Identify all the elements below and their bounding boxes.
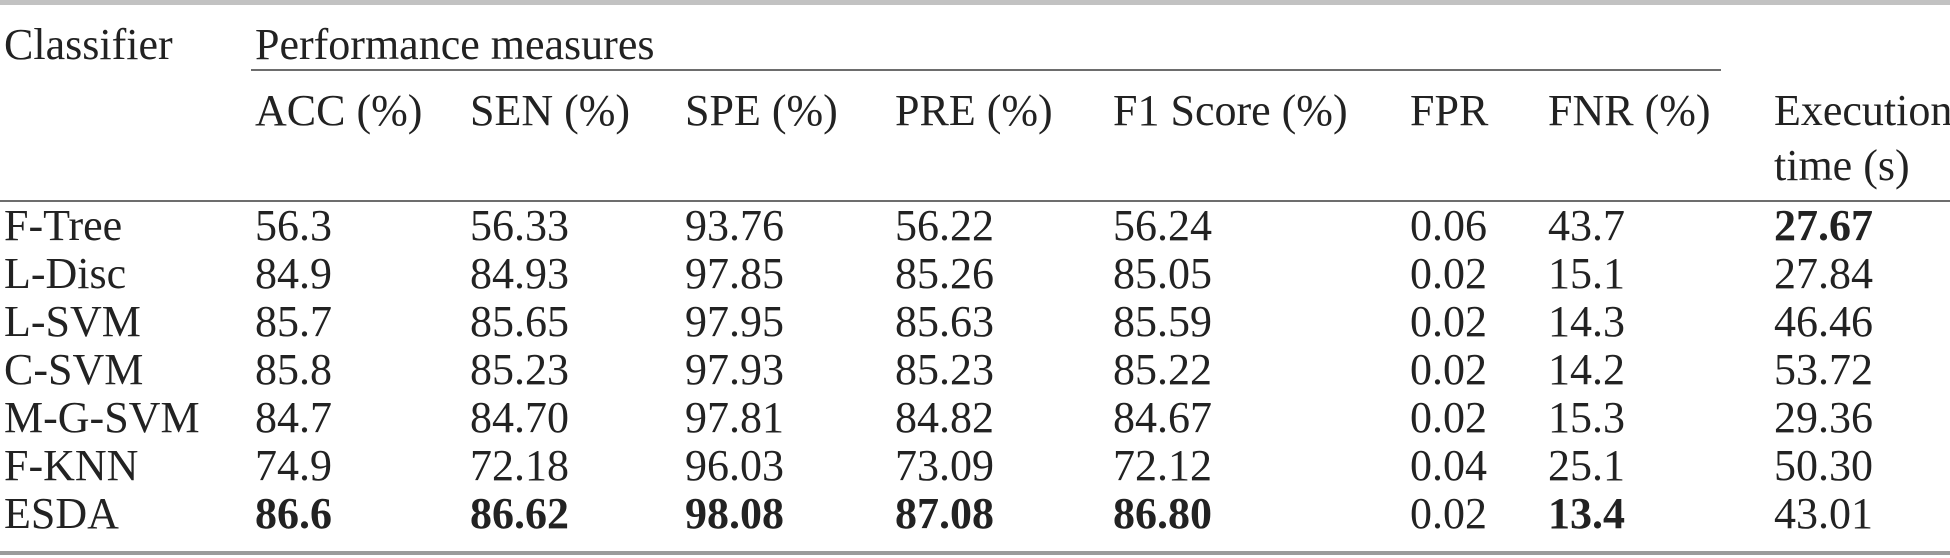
column-header-sen: SEN (%) bbox=[470, 86, 631, 135]
cell-m-g-svm-pre: 84.82 bbox=[895, 393, 994, 442]
row-label-c-svm: C-SVM bbox=[4, 345, 144, 394]
cell-c-svm-f1-score: 85.22 bbox=[1113, 345, 1212, 394]
group-header-row: Classifier Performance measures bbox=[0, 5, 1950, 69]
table-row-f-knn: F-KNN 74.9 72.18 96.03 73.09 72.12 0.04 25.1 50.… bbox=[0, 442, 1950, 490]
cell-l-svm-spe: 97.95 bbox=[685, 297, 784, 346]
cell-c-svm-spe: 97.93 bbox=[685, 345, 784, 394]
cell-l-svm-fnr: 14.3 bbox=[1548, 297, 1625, 346]
classifier-column-header: Classifier bbox=[4, 20, 173, 69]
cell-l-svm-execution-time-s: 46.46 bbox=[1774, 297, 1873, 346]
cell-esda-fnr: 13.4 bbox=[1548, 489, 1625, 538]
group-header-rule bbox=[251, 69, 1721, 71]
cell-c-svm-pre: 85.23 bbox=[895, 345, 994, 394]
cell-esda-pre: 87.08 bbox=[895, 489, 994, 538]
column-header-spacer bbox=[0, 83, 251, 200]
cell-l-svm-acc: 85.7 bbox=[255, 297, 332, 346]
bottom-rule bbox=[0, 551, 1950, 555]
cell-l-disc-execution-time-s: 27.84 bbox=[1774, 249, 1873, 298]
cell-f-tree-pre: 56.22 bbox=[895, 201, 994, 250]
cell-esda-f1-score: 86.80 bbox=[1113, 489, 1212, 538]
cell-m-g-svm-fpr: 0.02 bbox=[1410, 393, 1487, 442]
table-row-c-svm: C-SVM 85.8 85.23 97.93 85.23 85.22 0.02 14.2 53.… bbox=[0, 346, 1950, 394]
cell-f-tree-acc: 56.3 bbox=[255, 201, 332, 250]
column-header-f1-score: F1 Score (%) bbox=[1113, 86, 1348, 135]
row-label-esda: ESDA bbox=[4, 489, 119, 538]
cell-f-knn-execution-time-s: 50.30 bbox=[1774, 441, 1873, 490]
performance-measures-group-header: Performance measures bbox=[255, 20, 655, 69]
column-header-row: ACC (%) SEN (%) SPE (%) PRE (%) F1 Score (%)… bbox=[0, 71, 1950, 200]
table-body: F-Tree 56.3 56.33 93.76 56.22 56.24 0.06 43.7 27… bbox=[0, 202, 1950, 538]
cell-m-g-svm-sen: 84.70 bbox=[470, 393, 569, 442]
cell-f-tree-execution-time-s: 27.67 bbox=[1774, 201, 1873, 250]
table-row-m-g-svm: M-G-SVM 84.7 84.70 97.81 84.82 84.67 0.02 15.3 2… bbox=[0, 394, 1950, 442]
cell-m-g-svm-spe: 97.81 bbox=[685, 393, 784, 442]
cell-l-svm-pre: 85.63 bbox=[895, 297, 994, 346]
cell-f-tree-fpr: 0.06 bbox=[1410, 201, 1487, 250]
cell-l-disc-acc: 84.9 bbox=[255, 249, 332, 298]
cell-c-svm-execution-time-s: 53.72 bbox=[1774, 345, 1873, 394]
column-header-pre: PRE (%) bbox=[895, 86, 1053, 135]
header-divider-rule bbox=[0, 200, 1950, 202]
cell-l-disc-f1-score: 85.05 bbox=[1113, 249, 1212, 298]
table-row-l-disc: L-Disc 84.9 84.93 97.85 85.26 85.05 0.02 15.1 27… bbox=[0, 250, 1950, 298]
cell-f-knn-sen: 72.18 bbox=[470, 441, 569, 490]
column-header-execution-time-s: Execution time (s) bbox=[1774, 86, 1950, 190]
column-header-acc: ACC (%) bbox=[255, 86, 423, 135]
cell-m-g-svm-fnr: 15.3 bbox=[1548, 393, 1625, 442]
row-label-l-disc: L-Disc bbox=[4, 249, 127, 298]
cell-l-svm-f1-score: 85.59 bbox=[1113, 297, 1212, 346]
row-label-m-g-svm: M-G-SVM bbox=[4, 393, 200, 442]
cell-c-svm-acc: 85.8 bbox=[255, 345, 332, 394]
column-header-fnr: FNR (%) bbox=[1548, 86, 1711, 135]
cell-f-tree-sen: 56.33 bbox=[470, 201, 569, 250]
cell-l-svm-fpr: 0.02 bbox=[1410, 297, 1487, 346]
row-label-f-tree: F-Tree bbox=[4, 201, 123, 250]
column-header-spe: SPE (%) bbox=[685, 86, 838, 135]
row-label-f-knn: F-KNN bbox=[4, 441, 139, 490]
cell-f-knn-spe: 96.03 bbox=[685, 441, 784, 490]
cell-esda-sen: 86.62 bbox=[470, 489, 569, 538]
cell-c-svm-fpr: 0.02 bbox=[1410, 345, 1487, 394]
cell-f-tree-spe: 93.76 bbox=[685, 201, 784, 250]
cell-f-tree-fnr: 43.7 bbox=[1548, 201, 1625, 250]
cell-f-knn-acc: 74.9 bbox=[255, 441, 332, 490]
cell-l-disc-fpr: 0.02 bbox=[1410, 249, 1487, 298]
cell-m-g-svm-acc: 84.7 bbox=[255, 393, 332, 442]
cell-f-tree-f1-score: 56.24 bbox=[1113, 201, 1212, 250]
cell-l-disc-sen: 84.93 bbox=[470, 249, 569, 298]
cell-esda-fpr: 0.02 bbox=[1410, 489, 1487, 538]
cell-esda-acc: 86.6 bbox=[255, 489, 332, 538]
cell-c-svm-fnr: 14.2 bbox=[1548, 345, 1625, 394]
row-label-l-svm: L-SVM bbox=[4, 297, 141, 346]
table-row-f-tree: F-Tree 56.3 56.33 93.76 56.22 56.24 0.06 43.7 27… bbox=[0, 202, 1950, 250]
cell-m-g-svm-execution-time-s: 29.36 bbox=[1774, 393, 1873, 442]
cell-esda-execution-time-s: 43.01 bbox=[1774, 489, 1873, 538]
cell-f-knn-pre: 73.09 bbox=[895, 441, 994, 490]
cell-f-knn-fpr: 0.04 bbox=[1410, 441, 1487, 490]
cell-esda-spe: 98.08 bbox=[685, 489, 784, 538]
cell-m-g-svm-f1-score: 84.67 bbox=[1113, 393, 1212, 442]
table-row-l-svm: L-SVM 85.7 85.65 97.95 85.63 85.59 0.02 14.3 46.… bbox=[0, 298, 1950, 346]
cell-f-knn-fnr: 25.1 bbox=[1548, 441, 1625, 490]
cell-c-svm-sen: 85.23 bbox=[470, 345, 569, 394]
cell-l-disc-fnr: 15.1 bbox=[1548, 249, 1625, 298]
cell-l-svm-sen: 85.65 bbox=[470, 297, 569, 346]
cell-l-disc-pre: 85.26 bbox=[895, 249, 994, 298]
table-row-esda: ESDA 86.6 86.62 98.08 87.08 86.80 0.02 13.4 43.0… bbox=[0, 490, 1950, 538]
column-header-fpr: FPR bbox=[1410, 86, 1489, 135]
top-rule bbox=[0, 0, 1950, 5]
cell-l-disc-spe: 97.85 bbox=[685, 249, 784, 298]
cell-f-knn-f1-score: 72.12 bbox=[1113, 441, 1212, 490]
